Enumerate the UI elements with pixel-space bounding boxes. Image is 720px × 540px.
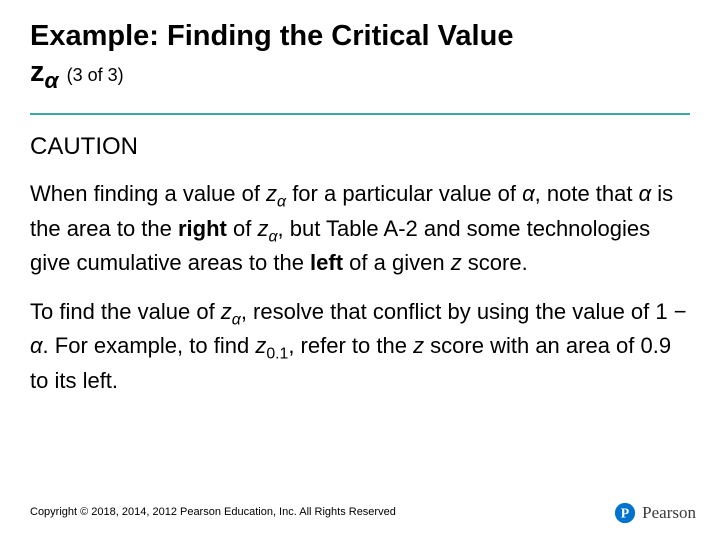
p1-t7: of a given bbox=[343, 250, 451, 275]
p1-t2: for a particular value of bbox=[286, 181, 522, 206]
p2-sub01: 0.1 bbox=[266, 346, 288, 363]
p2-t1: To find the value of bbox=[30, 299, 221, 324]
p2-alpha: α bbox=[30, 333, 43, 358]
p2-zscore: z bbox=[413, 333, 424, 358]
p2-z1: z bbox=[221, 299, 232, 324]
title-z: z bbox=[30, 56, 45, 88]
p1-a2: α bbox=[268, 228, 277, 245]
copyright-footer: Copyright © 2018, 2014, 2012 Pearson Edu… bbox=[30, 506, 396, 518]
p2-t3: . For example, to find bbox=[43, 333, 256, 358]
p1-left: left bbox=[310, 250, 343, 275]
slide-title: Example: Finding the Critical Value zα (… bbox=[30, 18, 690, 95]
p1-t1: When finding a value of bbox=[30, 181, 266, 206]
p2-t2: , resolve that conflict by using the val… bbox=[241, 299, 687, 324]
title-z-alpha: zα (3 of 3) bbox=[30, 56, 124, 88]
paragraph-2: To find the value of zα, resolve that co… bbox=[30, 297, 690, 395]
brand: P Pearson bbox=[614, 502, 696, 524]
title-alpha: α bbox=[45, 68, 59, 93]
slide: Example: Finding the Critical Value zα (… bbox=[0, 0, 720, 540]
pearson-logo-icon: P bbox=[614, 502, 636, 524]
p1-zscore: z bbox=[451, 250, 462, 275]
title-rule bbox=[30, 113, 690, 115]
p1-z2: z bbox=[257, 216, 268, 241]
p1-t8: score. bbox=[462, 250, 528, 275]
p1-right: right bbox=[178, 216, 227, 241]
brand-name: Pearson bbox=[642, 503, 696, 523]
p1-alpha: α bbox=[522, 181, 535, 206]
p1-alpha2: α bbox=[639, 181, 652, 206]
p1-t3: , note that bbox=[535, 181, 639, 206]
paragraph-1: When finding a value of zα for a particu… bbox=[30, 179, 690, 277]
title-paren: (3 of 3) bbox=[67, 65, 124, 85]
p2-z2: z bbox=[255, 333, 266, 358]
p2-t4: , refer to the bbox=[288, 333, 413, 358]
p2-a1: α bbox=[232, 311, 241, 328]
title-line1: Example: Finding the Critical Value bbox=[30, 20, 513, 52]
p1-z1: z bbox=[266, 181, 277, 206]
p1-t5: of bbox=[227, 216, 258, 241]
svg-text:P: P bbox=[621, 506, 630, 521]
caution-heading: CAUTION bbox=[30, 133, 690, 161]
p1-a1: α bbox=[277, 194, 286, 211]
